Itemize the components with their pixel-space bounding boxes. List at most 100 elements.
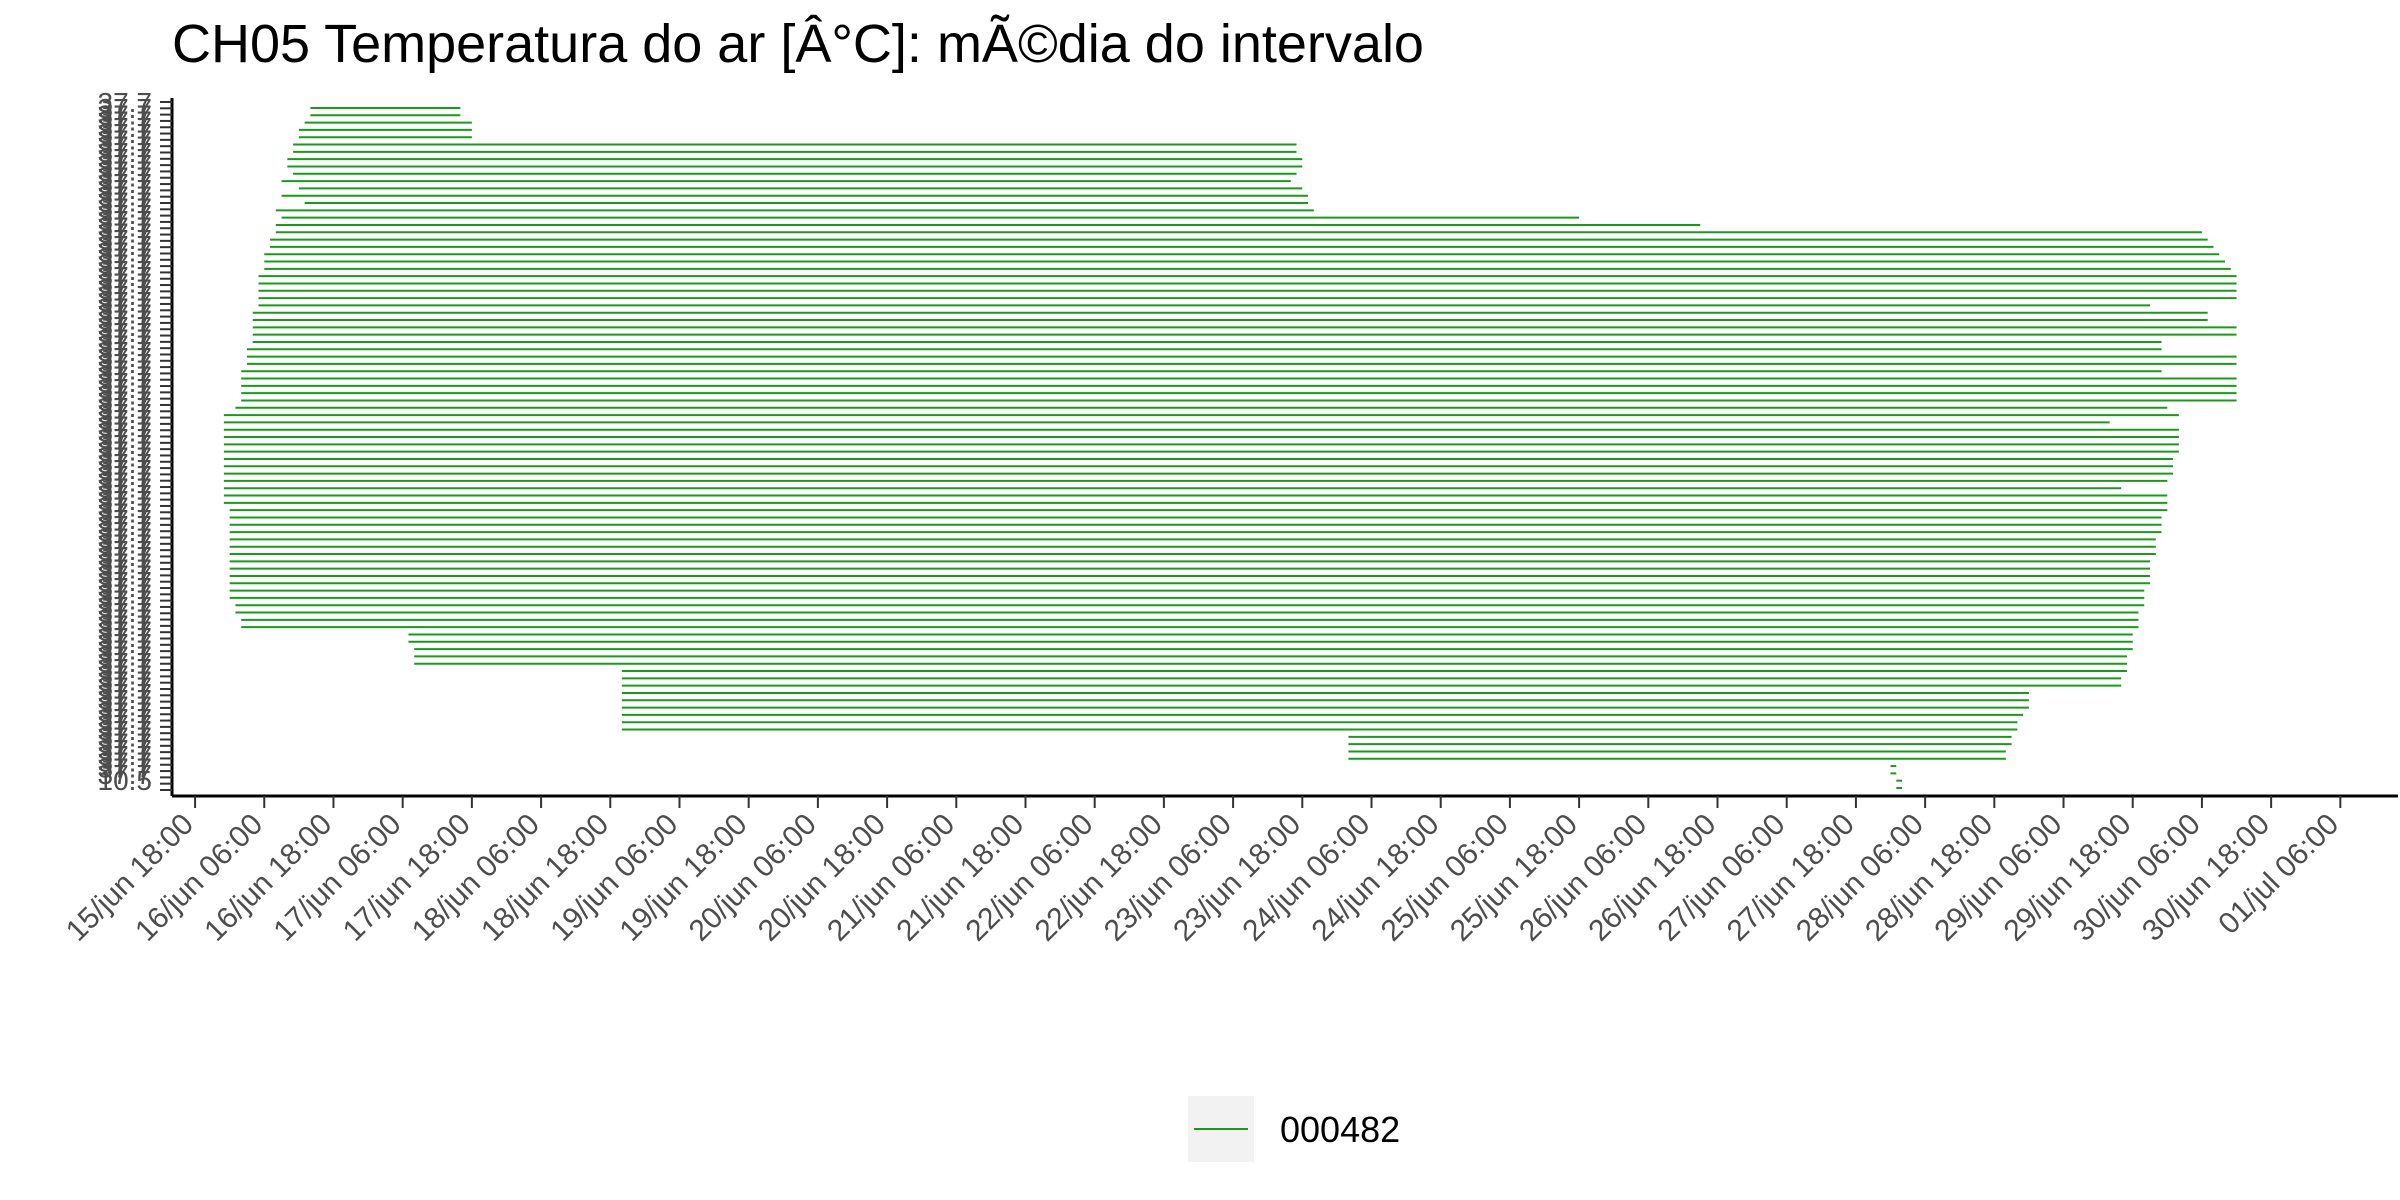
y-tick-label: 37.7 bbox=[98, 274, 153, 305]
y-tick-label: 37.7 bbox=[98, 622, 153, 653]
y-tick-label: 37.7 bbox=[98, 641, 153, 672]
y-tick-label: 37.7 bbox=[98, 529, 153, 560]
y-tick-label: 37.7 bbox=[98, 230, 153, 261]
y-tick-label: 37.7 bbox=[98, 435, 153, 466]
y-tick-label: 37.7 bbox=[98, 753, 153, 784]
y-tick-label: 37.7 bbox=[98, 721, 153, 752]
y-tick-label: 37.7 bbox=[98, 585, 153, 616]
y-tick-label: 37.7 bbox=[98, 255, 153, 286]
y-tick-label: 37.7 bbox=[98, 174, 153, 205]
y-tick-label: 37.7 bbox=[98, 236, 153, 267]
y-tick-label: 37.7 bbox=[98, 267, 153, 298]
y-tick-label: 37.7 bbox=[98, 379, 153, 410]
y-tick-label: 37.7 bbox=[98, 354, 153, 385]
legend: 000482 bbox=[1188, 1096, 1400, 1162]
y-tick-label: 37.7 bbox=[98, 280, 153, 311]
y-tick-label: 37.7 bbox=[98, 298, 153, 329]
y-tick-label: 37.7 bbox=[98, 311, 153, 342]
y-tick-label: 37.7 bbox=[98, 690, 153, 721]
y-tick-label: 37.7 bbox=[98, 261, 153, 292]
y-tick-label: 37.7 bbox=[98, 187, 153, 218]
y-tick-label: 37.7 bbox=[98, 491, 153, 522]
y-tick-label: 37.7 bbox=[98, 386, 153, 417]
y-tick-label: 37.7 bbox=[98, 286, 153, 317]
y-tick-label: 37.7 bbox=[98, 591, 153, 622]
y-tick-label: 37.7 bbox=[98, 597, 153, 628]
y-tick-label: 37.7 bbox=[98, 715, 153, 746]
y-tick-label: 37.7 bbox=[98, 448, 153, 479]
y-tick-label: 37.7 bbox=[98, 404, 153, 435]
y-tick-label: 37.7 bbox=[98, 466, 153, 497]
y-tick-label: 37.7 bbox=[98, 180, 153, 211]
y-tick-label: 37.7 bbox=[98, 572, 153, 603]
y-tick-label: 37.7 bbox=[98, 143, 153, 174]
y-tick-label: 37.7 bbox=[98, 442, 153, 473]
y-tick-label: 37.7 bbox=[98, 541, 153, 572]
y-tick-label: 37.7 bbox=[98, 243, 153, 274]
y-tick-label: 37.7 bbox=[98, 616, 153, 647]
y-tick-label: 37.7 bbox=[98, 678, 153, 709]
y-tick-label: 37.7 bbox=[98, 510, 153, 541]
y-tick-label: 37.7 bbox=[98, 373, 153, 404]
y-tick-label: 37.7 bbox=[98, 218, 153, 249]
y-tick-label: 37.7 bbox=[98, 224, 153, 255]
y-tick-label: 37.7 bbox=[98, 516, 153, 547]
y-tick-label: 37.7 bbox=[98, 554, 153, 585]
y-tick-label: 37.7 bbox=[98, 485, 153, 516]
y-tick-label: 37.7 bbox=[98, 609, 153, 640]
y-tick-label: 37.7 bbox=[98, 634, 153, 665]
y-tick-label: 37.7 bbox=[98, 93, 153, 124]
y-tick-label: 37.7 bbox=[98, 647, 153, 678]
y-tick-label: 37.7 bbox=[98, 336, 153, 367]
y-tick-label: 37.7 bbox=[98, 112, 153, 143]
y-tick-label: 37.7 bbox=[98, 566, 153, 597]
y-tick-label: 37.7 bbox=[98, 659, 153, 690]
y-tick-label: 37.7 bbox=[98, 603, 153, 634]
y-tick-label: 37.7 bbox=[98, 124, 153, 155]
y-tick-label: 37.7 bbox=[98, 168, 153, 199]
y-tick-label: 37.7 bbox=[98, 149, 153, 180]
y-axis: 37.737.737.737.737.737.737.737.737.737.7… bbox=[98, 87, 174, 796]
y-tick-label: 37.7 bbox=[98, 684, 153, 715]
y-tick-label: 37.7 bbox=[98, 249, 153, 280]
y-tick-label: 37.7 bbox=[98, 205, 153, 236]
y-tick-label: 37.7 bbox=[98, 460, 153, 491]
y-tick-label: 37.7 bbox=[98, 759, 153, 790]
y-tick-label: 37.7 bbox=[98, 305, 153, 336]
y-tick-label: 37.7 bbox=[98, 560, 153, 591]
y-tick-label: 37.7 bbox=[98, 734, 153, 765]
y-tick-label: 37.7 bbox=[98, 665, 153, 696]
y-tick-label: 37.7 bbox=[98, 535, 153, 566]
y-tick-label: 37.7 bbox=[98, 398, 153, 429]
y-tick-label: 37.7 bbox=[98, 106, 153, 137]
y-tick-label: 37.7 bbox=[98, 342, 153, 373]
y-tick-label: 37.7 bbox=[98, 199, 153, 230]
y-tick-label: 37.7 bbox=[98, 709, 153, 740]
y-tick-label: 37.7 bbox=[98, 740, 153, 771]
y-tick-label: 37.7 bbox=[98, 155, 153, 186]
y-tick-label: 37.7 bbox=[98, 292, 153, 323]
series-segments bbox=[223, 107, 2237, 789]
y-tick-label: 37.7 bbox=[98, 429, 153, 460]
y-tick-label: 37.7 bbox=[98, 672, 153, 703]
y-tick-label: 37.7 bbox=[98, 317, 153, 348]
y-tick-label: 37.7 bbox=[98, 367, 153, 398]
y-tick-label: 37.7 bbox=[98, 162, 153, 193]
y-tick-label: 37.7 bbox=[98, 504, 153, 535]
y-tick-label: 37.7 bbox=[98, 454, 153, 485]
y-tick-label: 37.7 bbox=[98, 392, 153, 423]
y-tick-label: 10.5 bbox=[98, 765, 153, 796]
y-tick-label: 37.7 bbox=[98, 87, 153, 118]
y-tick-label: 37.7 bbox=[98, 118, 153, 149]
y-tick-label: 37.7 bbox=[98, 628, 153, 659]
y-tick-label: 37.7 bbox=[98, 330, 153, 361]
y-tick-label: 37.7 bbox=[98, 348, 153, 379]
y-tick-label: 37.7 bbox=[98, 137, 153, 168]
y-tick-label: 37.7 bbox=[98, 99, 153, 130]
y-tick-label: 37.7 bbox=[98, 547, 153, 578]
y-tick-label: 37.7 bbox=[98, 746, 153, 777]
y-tick-label: 37.7 bbox=[98, 498, 153, 529]
